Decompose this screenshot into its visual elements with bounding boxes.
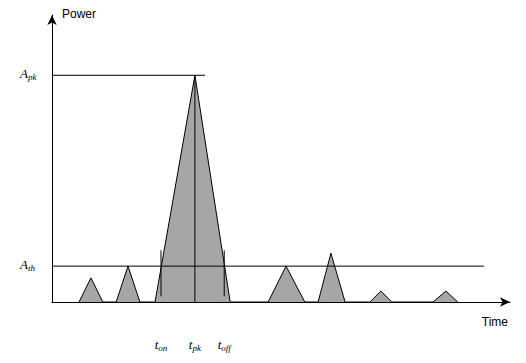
svg-text:off: off	[221, 343, 232, 353]
svg-text:pk: pk	[191, 343, 202, 353]
svg-text:th: th	[28, 263, 36, 273]
svg-text:pk: pk	[27, 72, 38, 82]
svg-text:t: t	[217, 336, 222, 352]
svg-text:Time: Time	[482, 315, 509, 329]
svg-text:A: A	[19, 257, 28, 272]
svg-text:t: t	[154, 336, 159, 352]
svg-text:on: on	[158, 343, 168, 353]
svg-text:t: t	[188, 336, 193, 352]
svg-text:A: A	[19, 66, 28, 81]
svg-text:Power: Power	[62, 7, 96, 21]
